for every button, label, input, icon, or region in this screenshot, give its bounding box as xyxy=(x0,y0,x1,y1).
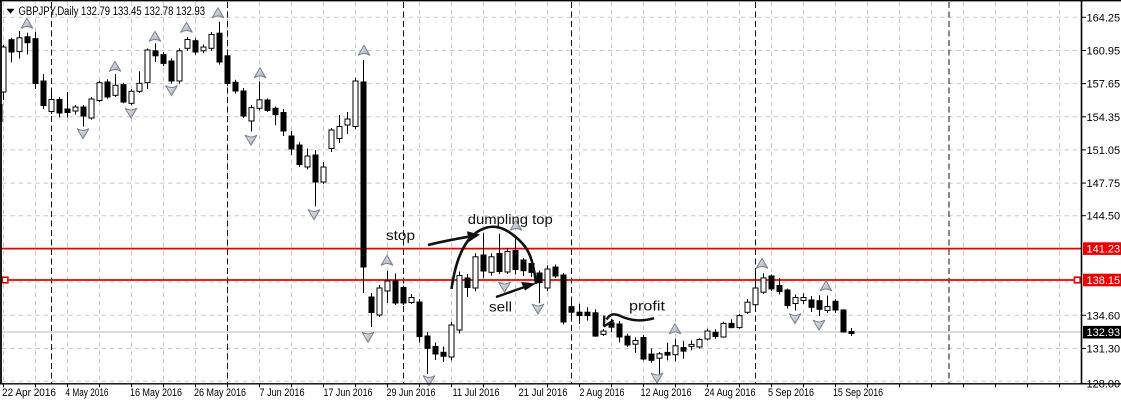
svg-text:16 May 2016: 16 May 2016 xyxy=(130,387,182,399)
svg-text:157.65: 157.65 xyxy=(1087,79,1121,91)
svg-text:dumpling top: dumpling top xyxy=(468,212,553,227)
svg-text:7 Jun 2016: 7 Jun 2016 xyxy=(260,387,305,399)
svg-text:141.23: 141.23 xyxy=(1087,244,1121,256)
svg-text:stop: stop xyxy=(386,228,415,243)
svg-text:sell: sell xyxy=(489,300,512,315)
svg-text:131.30: 131.30 xyxy=(1087,344,1121,356)
svg-text:15 Sep 2016: 15 Sep 2016 xyxy=(833,387,883,399)
svg-text:151.05: 151.05 xyxy=(1087,145,1121,157)
svg-text:164.25: 164.25 xyxy=(1087,12,1121,24)
svg-text:128.00: 128.00 xyxy=(1087,379,1121,391)
svg-text:147.75: 147.75 xyxy=(1087,178,1121,190)
svg-text:21 Jul 2016: 21 Jul 2016 xyxy=(519,387,568,399)
svg-text:22 Apr 2016: 22 Apr 2016 xyxy=(2,387,56,399)
svg-text:profit: profit xyxy=(629,299,665,314)
svg-text:4 May 2016: 4 May 2016 xyxy=(66,387,109,399)
svg-text:138.15: 138.15 xyxy=(1087,275,1121,287)
svg-text:GBPJPY,Daily 132.79 133.45 13: GBPJPY,Daily 132.79 133.45 132.78 132.93 xyxy=(19,6,206,18)
svg-text:154.35: 154.35 xyxy=(1087,112,1121,124)
svg-text:24 Aug 2016: 24 Aug 2016 xyxy=(705,387,756,399)
svg-text:132.93: 132.93 xyxy=(1087,327,1121,339)
svg-text:17 Jun 2016: 17 Jun 2016 xyxy=(324,387,373,399)
svg-text:144.50: 144.50 xyxy=(1087,211,1121,223)
svg-text:12 Aug 2016: 12 Aug 2016 xyxy=(641,387,692,399)
svg-text:29 Jun 2016: 29 Jun 2016 xyxy=(387,387,436,399)
svg-text:5 Sep 2016: 5 Sep 2016 xyxy=(768,387,814,399)
svg-text:134.60: 134.60 xyxy=(1087,310,1121,322)
svg-text:26 May 2016: 26 May 2016 xyxy=(194,387,246,399)
svg-text:160.95: 160.95 xyxy=(1087,46,1121,58)
svg-text:11 Jul 2016: 11 Jul 2016 xyxy=(453,387,500,399)
svg-text:2 Aug 2016: 2 Aug 2016 xyxy=(580,387,625,399)
